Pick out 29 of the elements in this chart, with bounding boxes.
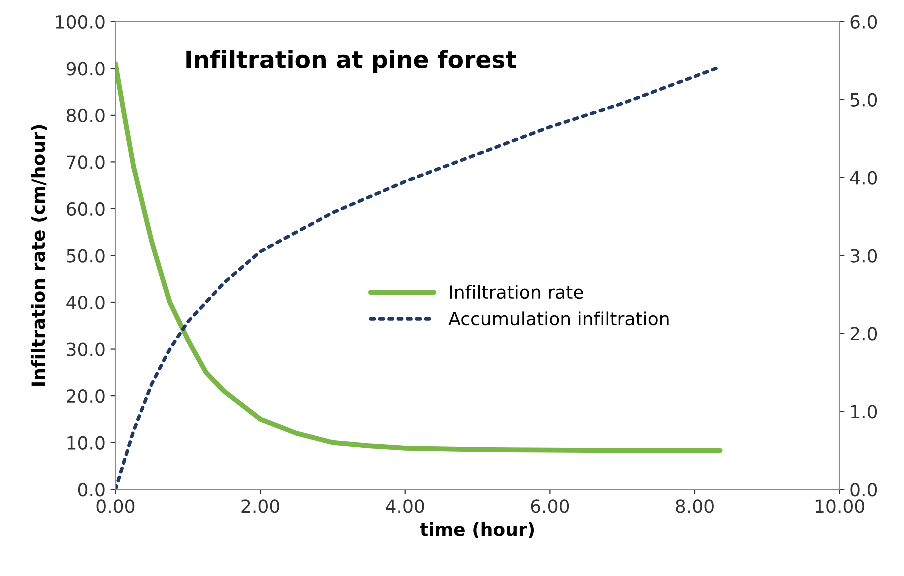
y2-tick-label: 5.0 bbox=[850, 93, 878, 107]
y-tick-label: 60.0 bbox=[67, 202, 105, 216]
y2-tick-label: 0.0 bbox=[850, 483, 878, 497]
y-tick-label: 20.0 bbox=[67, 390, 105, 404]
x-tick-label: 2.00 bbox=[242, 500, 280, 514]
text: Infiltration at pine forest bbox=[186, 50, 516, 74]
y2-tick-label: 1.0 bbox=[852, 405, 878, 419]
x-axis-title: time (hour) bbox=[420, 522, 534, 538]
y-tick-label: 80.0 bbox=[67, 108, 105, 123]
y2-tick-label: 3.0 bbox=[850, 249, 878, 263]
x-tick-label: 10.00 bbox=[816, 500, 864, 514]
y-tick-label: 100.0 bbox=[56, 15, 105, 30]
x-tick-label: 6.00 bbox=[531, 500, 570, 514]
legend-label: Infiltration rate bbox=[450, 285, 584, 300]
y2-tick-label: 2.0 bbox=[850, 327, 878, 341]
y-tick-label: 30.0 bbox=[67, 342, 105, 356]
y-tick-label: 50.0 bbox=[67, 249, 105, 263]
y-tick-label: 10.0 bbox=[68, 436, 105, 450]
y-tick-label: 70.0 bbox=[67, 156, 105, 170]
legend-label: Accumulation infiltration bbox=[448, 312, 669, 326]
y-tick-label: 0.0 bbox=[78, 483, 105, 497]
y-axis-title: Infiltration rate (cm/hour) bbox=[31, 125, 48, 386]
y-tick-label: 90.0 bbox=[66, 62, 105, 76]
x-tick-label: 8.00 bbox=[676, 500, 714, 514]
y2-tick-label: 4.0 bbox=[850, 171, 878, 185]
y2-tick-label: 6.0 bbox=[850, 15, 878, 30]
x-tick-label: 0.00 bbox=[96, 500, 135, 514]
x-tick-label: 4.00 bbox=[386, 500, 424, 514]
y-tick-label: 40.0 bbox=[66, 296, 105, 310]
